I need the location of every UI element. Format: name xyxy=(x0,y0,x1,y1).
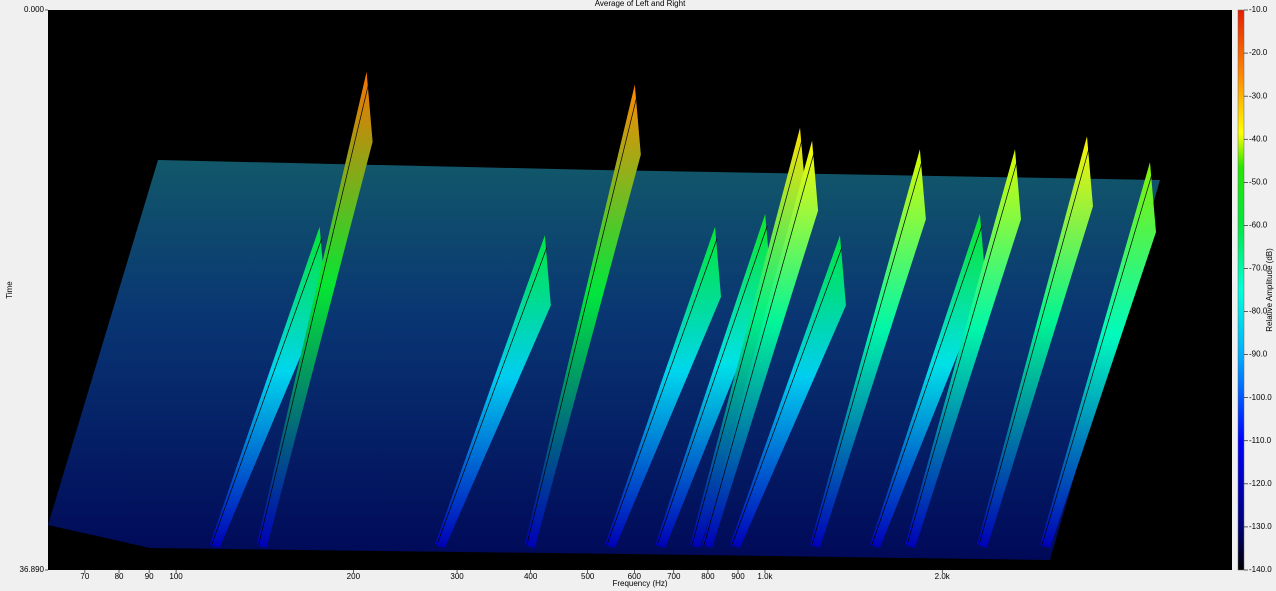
x-tick-label: 800 xyxy=(701,572,715,581)
colorbar-tick-label: -50.0 xyxy=(1249,177,1268,186)
peak-ridge xyxy=(731,247,843,546)
colorbar-tick-label: -90.0 xyxy=(1249,350,1268,359)
x-tick-label: 2.0k xyxy=(935,572,951,581)
colorbar xyxy=(1237,9,1245,571)
y-tick-label: 36.890 xyxy=(20,565,45,574)
peak xyxy=(605,226,722,548)
x-tick-label: 900 xyxy=(731,572,745,581)
peak-ridge xyxy=(978,148,1090,546)
peak xyxy=(434,235,551,548)
colorbar-tick-label: -100.0 xyxy=(1249,393,1272,402)
peak-ridge xyxy=(211,238,322,546)
peak-ridge xyxy=(258,83,369,546)
colorbar-tick-label: -80.0 xyxy=(1249,307,1268,316)
x-tick-label: 70 xyxy=(80,572,89,581)
peak-ridge xyxy=(1041,174,1153,546)
peak-ridge xyxy=(871,225,983,546)
colorbar-label: Relative Amplitude (dB) xyxy=(1265,248,1274,332)
peak xyxy=(729,235,846,548)
x-tick-label: 200 xyxy=(347,572,361,581)
x-tick-label: 500 xyxy=(581,572,595,581)
colorbar-tick-label: -120.0 xyxy=(1249,479,1272,488)
peak-ridge xyxy=(606,238,718,546)
colorbar-tick-label: -20.0 xyxy=(1249,48,1268,57)
y-axis-label: Time xyxy=(5,281,14,299)
peak-ridge xyxy=(526,96,638,546)
x-tick-label: 700 xyxy=(667,572,681,581)
colorbar-tick-label: -130.0 xyxy=(1249,522,1272,531)
x-axis-label: Frequency (Hz) xyxy=(612,579,667,588)
peak-ridge xyxy=(656,225,768,546)
peak-ridge xyxy=(691,139,803,546)
peak-ridge xyxy=(703,152,815,546)
peak xyxy=(209,226,326,548)
colorbar-tick-label: -110.0 xyxy=(1249,436,1272,445)
x-tick-label: 100 xyxy=(169,572,183,581)
x-tick-label: 300 xyxy=(450,572,464,581)
chart-title: Average of Left and Right xyxy=(595,0,686,8)
x-tick-label: 400 xyxy=(524,572,538,581)
colorbar-tick-label: -140.0 xyxy=(1249,565,1272,574)
x-tick-label: 80 xyxy=(115,572,124,581)
x-tick-label: 90 xyxy=(145,572,154,581)
peak-ridge xyxy=(906,161,1018,546)
x-tick-label: 1.0k xyxy=(757,572,773,581)
y-tick-label: 0.000 xyxy=(24,5,45,14)
peak-ridge xyxy=(811,161,923,546)
colorbar-tick-label: -30.0 xyxy=(1249,91,1268,100)
x-tick-label: 600 xyxy=(628,572,642,581)
colorbar-tick-label: -60.0 xyxy=(1249,220,1268,229)
colorbar-tick-label: -10.0 xyxy=(1249,5,1268,14)
colorbar-tick-label: -40.0 xyxy=(1249,134,1268,143)
peak-ridge xyxy=(436,247,548,546)
colorbar-tick-label: -70.0 xyxy=(1249,264,1268,273)
